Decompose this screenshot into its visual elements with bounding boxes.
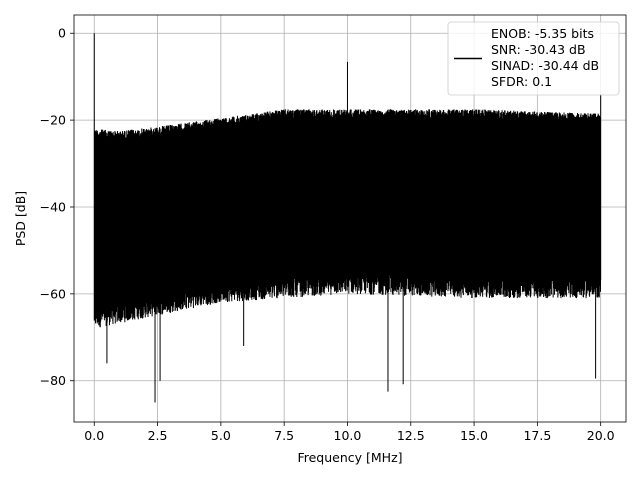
- x-tick-label: 20.0: [587, 428, 615, 443]
- legend-box: [447, 21, 620, 96]
- x-tick-label: 12.5: [397, 428, 425, 443]
- y-tick-label: −80: [40, 373, 66, 388]
- y-tick-label: −40: [40, 199, 66, 214]
- plot-frame: [73, 14, 627, 423]
- legend-sfdr: SFDR: 0.1: [491, 74, 552, 89]
- y-tick-label: 0: [58, 26, 66, 41]
- x-tick-label: 5.0: [211, 428, 231, 443]
- legend: ENOB: -5.35 bits SNR: -30.43 dB SINAD: -…: [447, 21, 620, 96]
- y-tick-label: −20: [40, 113, 66, 128]
- x-tick-label: 15.0: [460, 428, 488, 443]
- x-tick-label: 0.0: [84, 428, 104, 443]
- y-tick-label: −60: [40, 286, 66, 301]
- x-tick-label: 7.5: [274, 428, 294, 443]
- y-axis-label: PSD [dB]: [13, 191, 28, 246]
- x-axis: 0.0 2.5 5.0 7.5 10.0 12.5 15.0 17.5 20.0: [84, 422, 615, 443]
- x-tick-label: 17.5: [523, 428, 551, 443]
- x-axis-label: Frequency [MHz]: [297, 450, 402, 465]
- plot-area: [93, 33, 602, 403]
- legend-snr: SNR: -30.43 dB: [491, 42, 586, 57]
- legend-sinad: SINAD: -30.44 dB: [491, 58, 599, 73]
- x-tick-label: 10.0: [334, 428, 362, 443]
- x-tick-label: 2.5: [148, 428, 168, 443]
- legend-enob: ENOB: -5.35 bits: [491, 26, 594, 41]
- y-axis: 0 −20 −40 −60 −80: [40, 26, 74, 388]
- psd-series-line: [93, 33, 602, 403]
